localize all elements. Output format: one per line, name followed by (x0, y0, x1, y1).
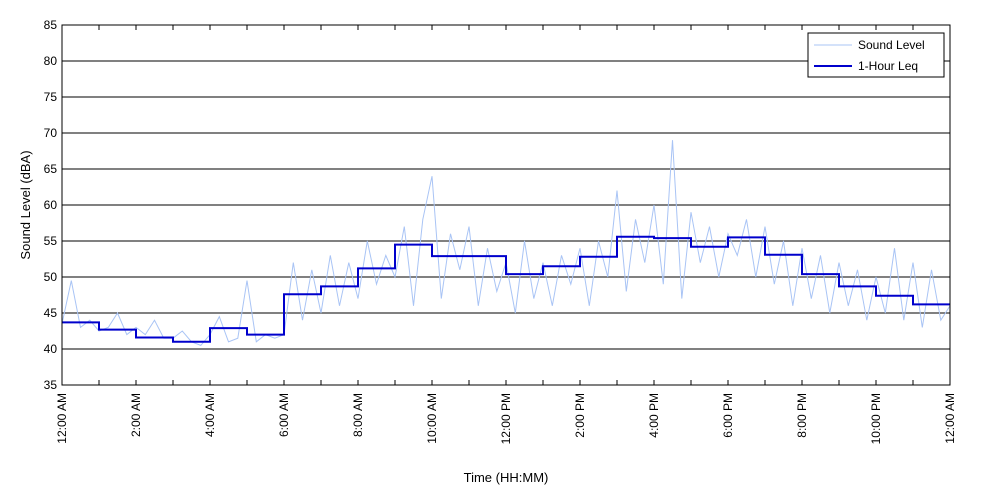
legend: Sound Level 1-Hour Leq (807, 32, 945, 78)
y-axis-label: Sound Level (dBA) (18, 150, 33, 259)
sound-level-series (61, 140, 951, 346)
y-tick-label: 35 (44, 378, 58, 392)
legend-label-leq: 1-Hour Leq (858, 59, 918, 73)
x-tick-label: 2:00 PM (573, 393, 587, 438)
x-tick-label: 4:00 PM (647, 393, 661, 438)
x-tick-label: 8:00 AM (351, 393, 365, 437)
x-tick-label: 12:00 PM (499, 393, 513, 444)
y-tick-label: 50 (44, 270, 58, 284)
axis-ticks: 35 40 45 50 55 60 65 70 75 80 85 12:00 AM 2:00 AM 4:0… (44, 18, 957, 444)
y-tick-label: 80 (44, 54, 58, 68)
gridlines (62, 60, 950, 350)
x-tick-label: 12:00 AM (943, 393, 957, 444)
x-tick-label: 12:00 AM (55, 393, 69, 444)
y-tick-label: 75 (44, 90, 58, 104)
x-axis-label: Time (HH:MM) (464, 470, 549, 485)
leq-step-line (62, 235, 950, 343)
x-tick-label: 2:00 AM (129, 393, 143, 437)
sound-level-line (61, 140, 951, 346)
x-tick-label: 4:00 AM (203, 393, 217, 437)
y-tick-label: 45 (44, 306, 58, 320)
y-tick-label: 40 (44, 342, 58, 356)
y-tick-label: 70 (44, 126, 58, 140)
legend-box (807, 32, 945, 78)
x-tick-label: 6:00 PM (721, 393, 735, 438)
y-tick-label: 65 (44, 162, 58, 176)
x-tick-label: 10:00 PM (869, 393, 883, 444)
y-tick-label: 55 (44, 234, 58, 248)
y-tick-label: 60 (44, 198, 58, 212)
legend-label-sound-level: Sound Level (858, 38, 925, 52)
x-tick-label: 6:00 AM (277, 393, 291, 437)
x-tick-label: 10:00 AM (425, 393, 439, 444)
x-tick-label: 8:00 PM (795, 393, 809, 438)
y-tick-label: 85 (44, 18, 58, 32)
leq-series (62, 235, 950, 343)
